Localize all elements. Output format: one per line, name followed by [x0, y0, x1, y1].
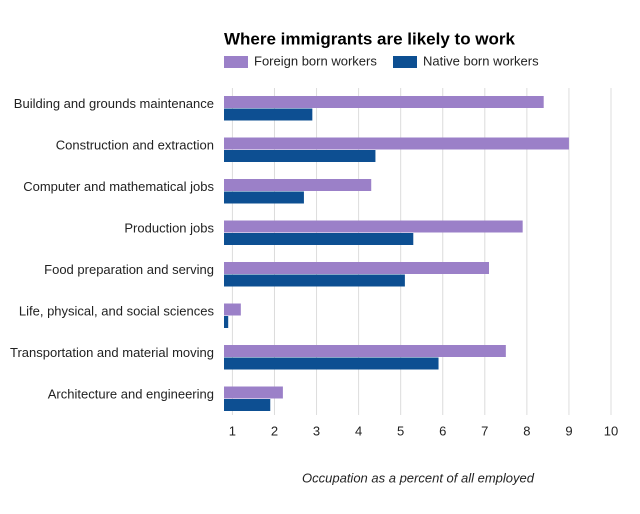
legend-swatch [393, 56, 417, 68]
y-tick-label: Transportation and material moving [10, 345, 214, 360]
bar [224, 399, 271, 411]
x-tick-label: 1 [229, 423, 236, 438]
chart-title: Where immigrants are likely to work [224, 29, 516, 48]
x-tick-label: 3 [313, 423, 320, 438]
bar [224, 303, 241, 316]
y-tick-label: Food preparation and serving [44, 262, 214, 277]
x-tick-label: 4 [355, 423, 362, 438]
x-tick-label: 8 [523, 423, 530, 438]
bar [224, 316, 229, 328]
legend-label: Native born workers [423, 53, 539, 68]
y-tick-label: Architecture and engineering [48, 386, 214, 401]
y-tick-label: Construction and extraction [56, 137, 214, 152]
y-tick-label: Production jobs [124, 220, 214, 235]
y-tick-label: Life, physical, and social sciences [19, 303, 215, 318]
x-tick-label: 5 [397, 423, 404, 438]
bar [224, 220, 523, 233]
bar [224, 150, 376, 162]
bar [224, 179, 372, 191]
x-tick-label: 7 [481, 423, 488, 438]
legend-label: Foreign born workers [254, 53, 377, 68]
bar [224, 191, 304, 204]
bar [224, 96, 544, 108]
x-tick-label: 10 [604, 423, 618, 438]
bar [224, 345, 506, 357]
legend-swatch [224, 56, 248, 68]
bar [224, 137, 569, 150]
bar [224, 233, 414, 245]
bar [224, 274, 405, 287]
y-tick-label: Building and grounds maintenance [14, 96, 214, 111]
x-tick-label: 2 [271, 423, 278, 438]
bar [224, 386, 283, 399]
x-tick-label: 9 [565, 423, 572, 438]
x-tick-label: 6 [439, 423, 446, 438]
x-axis-title: Occupation as a percent of all employed [302, 470, 535, 485]
bar [224, 262, 490, 274]
y-tick-label: Computer and mathematical jobs [23, 179, 214, 194]
bar [224, 108, 313, 121]
bar [224, 357, 439, 370]
